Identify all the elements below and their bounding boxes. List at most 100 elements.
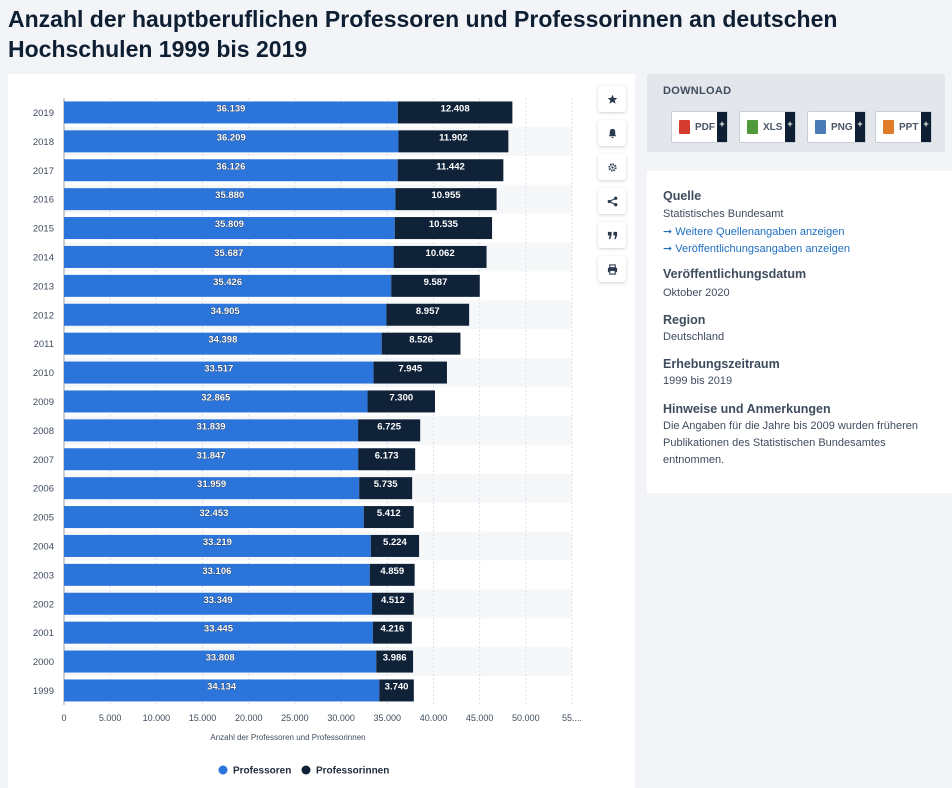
data-label-professoren: 31.847 [197,450,226,461]
bar-professorinnen [358,448,416,471]
data-label-professoren: 31.959 [197,479,226,490]
bar-professorinnen [397,101,513,124]
x-axis-title: Anzahl der Professoren und Professorinne… [210,733,365,742]
plus-icon: + [921,112,931,142]
data-label-professoren: 36.209 [217,132,246,143]
category-label: 2016 [33,195,54,206]
x-tick-label: 35.000 [374,713,402,723]
download-ppt-label: PPT [899,121,919,133]
gear-icon [607,162,617,172]
favorite-button[interactable] [598,86,626,112]
x-tick-label: 30.000 [327,713,355,723]
share-button[interactable] [598,188,626,214]
bar-professorinnen [372,592,414,615]
download-ppt-button[interactable]: PPT + [875,111,932,143]
bar-professorinnen [359,477,413,500]
data-label-professoren: 35.426 [213,277,242,288]
data-label-professorinnen: 4.512 [381,595,405,606]
period-value: 1999 bis 2019 [663,375,733,387]
print-button[interactable] [598,256,626,282]
region-heading: Region [663,313,706,327]
data-label-professoren: 32.865 [201,392,231,403]
bar-chart: 2019 36.139 12.408 2018 36.209 11.902 2017 36.1… [33,98,582,777]
xls-file-icon [747,120,758,134]
publication-info-link[interactable]: ➞ Veröffentlichungsangaben anzeigen [663,243,850,255]
data-label-professorinnen: 10.062 [426,248,455,259]
category-label: 2008 [33,426,54,437]
download-png-button[interactable]: PNG + [807,111,866,143]
bar-professoren [64,419,359,442]
published-value: Oktober 2020 [663,287,730,299]
data-label-professorinnen: 8.957 [416,306,440,317]
download-xls-button[interactable]: XLS + [739,111,796,143]
ppt-file-icon [883,120,894,134]
chart-toolbar [598,86,626,290]
download-pdf-label: PDF [695,121,715,133]
bar-professorinnen [391,274,480,297]
x-tick-label: 45.000 [466,713,494,723]
data-label-professoren: 36.139 [216,103,245,114]
data-label-professoren: 34.134 [207,681,237,692]
category-label: 2012 [33,310,54,321]
print-icon [607,263,617,275]
period-heading: Erhebungszeitraum [663,357,780,371]
data-label-professoren: 32.453 [199,508,228,519]
data-label-professorinnen: 6.725 [377,421,401,432]
bar-professoren [64,101,398,124]
category-label: 2014 [33,252,54,263]
x-tick-label: 0 [61,713,66,723]
category-label: 2006 [33,484,54,495]
png-file-icon [815,120,826,134]
bar-professoren [64,592,373,615]
download-pdf-button[interactable]: PDF + [671,111,728,143]
bar-professorinnen [372,621,412,644]
category-label: 1999 [33,686,54,697]
star-icon [607,94,617,104]
data-label-professorinnen: 7.945 [398,364,422,375]
notes-value: Die Angaben für die Jahre bis 2009 wurde… [663,420,919,466]
bar-professorinnen [373,361,447,384]
data-label-professorinnen: 5.224 [383,537,407,548]
data-label-professorinnen: 10.535 [429,219,459,230]
bar-professorinnen [398,130,509,153]
data-label-professoren: 36.126 [216,161,245,172]
bar-professorinnen [376,650,414,673]
bar-professorinnen [363,506,414,529]
data-label-professoren: 31.839 [197,421,226,432]
category-label: 2015 [33,224,54,235]
more-sources-link[interactable]: ➞ Weitere Quellenangaben anzeigen [663,226,845,238]
notification-button[interactable] [598,120,626,146]
x-tick-label: 20.000 [235,713,263,723]
bar-professorinnen [369,563,415,586]
bar-professoren [64,563,370,586]
data-label-professorinnen: 7.300 [389,392,413,403]
download-title: DOWNLOAD [663,85,732,97]
x-tick-label: 55.... [562,713,582,723]
bar-professoren [64,274,392,297]
legend-label-professorinnen: Professorinnen [316,766,389,777]
download-xls-label: XLS [763,121,783,133]
bar-professoren [64,534,371,557]
data-label-professorinnen: 5.412 [377,508,401,519]
category-label: 2018 [33,137,54,148]
pdf-file-icon [679,120,690,134]
settings-button[interactable] [598,154,626,180]
source-heading: Quelle [663,189,702,203]
share-icon [607,196,617,206]
cite-button[interactable] [598,222,626,248]
plus-icon: + [717,112,727,142]
data-label-professorinnen: 11.902 [439,132,468,143]
data-label-professorinnen: 10.955 [431,190,461,201]
x-tick-label: 25.000 [281,713,309,723]
bar-professoren [64,130,399,153]
bar-professorinnen [397,159,504,182]
data-label-professorinnen: 8.526 [409,335,433,346]
data-label-professoren: 33.445 [204,624,234,635]
category-label: 2010 [33,368,54,379]
quote-icon [607,231,617,239]
bar-professoren [64,650,377,673]
chart-card: 2019 36.139 12.408 2018 36.209 11.902 2017 36.1… [8,74,635,788]
data-label-professorinnen: 3.986 [383,653,407,664]
legend-marker-professoren [218,765,228,775]
bar-professoren [64,332,382,355]
